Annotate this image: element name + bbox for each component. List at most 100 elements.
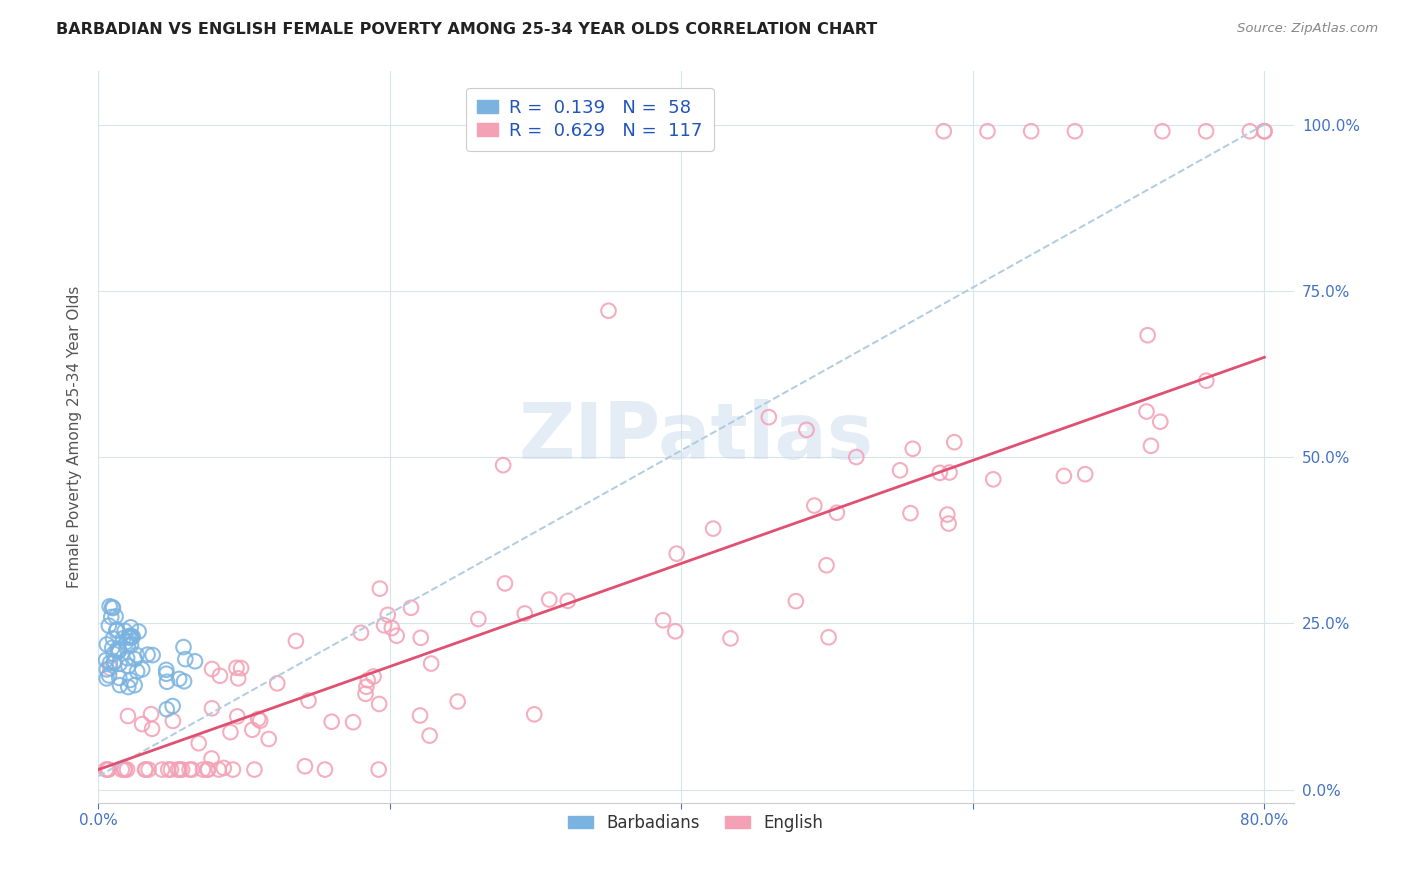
Point [420,657,443,671]
Point [103,655,125,669]
Point [294,759,316,773]
Point [598,303,620,318]
Point [243,763,266,777]
Point [120,631,142,645]
Point [167,763,190,777]
Point [120,638,142,652]
Point [257,732,280,747]
Point [108,678,131,692]
Point [105,623,128,637]
Text: Source: ZipAtlas.com: Source: ZipAtlas.com [1237,22,1378,36]
Point [104,609,127,624]
Point [127,665,149,679]
Point [173,674,195,689]
Point [97,618,120,632]
Point [162,698,184,713]
Point [357,673,380,687]
Point [409,631,432,645]
Point [1253,124,1275,138]
Point [103,647,125,661]
Point [208,669,231,683]
Point [134,763,156,777]
Point [785,594,807,608]
Point [932,124,955,138]
Point [184,654,207,668]
Point [208,763,231,777]
Legend: Barbadians, English: Barbadians, English [562,807,830,838]
Point [98,668,121,682]
Point [108,671,131,685]
Point [131,717,153,731]
Point [249,714,271,728]
Point [538,592,561,607]
Point [174,652,197,666]
Point [101,632,124,646]
Point [114,763,136,777]
Point [117,630,139,644]
Point [201,701,224,715]
Point [373,618,395,632]
Point [399,600,422,615]
Point [1064,124,1087,138]
Point [938,516,960,531]
Point [1149,415,1171,429]
Text: BARBADIAN VS ENGLISH FEMALE POVERTY AMONG 25-34 YEAR OLDS CORRELATION CHART: BARBADIAN VS ENGLISH FEMALE POVERTY AMON… [56,22,877,37]
Point [467,612,489,626]
Point [139,707,162,722]
Point [943,435,966,450]
Point [1140,439,1163,453]
Point [105,624,128,638]
Point [321,714,343,729]
Point [169,763,191,777]
Point [115,651,138,665]
Point [758,410,780,425]
Point [665,547,688,561]
Point [157,763,180,777]
Point [141,722,163,736]
Point [976,124,998,138]
Point [1053,469,1076,483]
Point [124,652,146,666]
Point [94,653,117,667]
Point [350,625,373,640]
Point [1239,124,1261,138]
Point [125,648,148,662]
Point [652,613,675,627]
Point [155,663,177,677]
Point [200,751,222,765]
Point [120,620,142,634]
Point [167,672,190,686]
Point [115,635,138,649]
Point [284,634,307,648]
Point [297,694,319,708]
Point [513,607,536,621]
Point [98,661,121,675]
Point [160,763,183,777]
Point [155,666,177,681]
Point [889,463,911,477]
Point [96,672,118,686]
Point [156,674,179,689]
Point [845,450,868,464]
Point [117,709,139,723]
Point [226,671,249,685]
Point [523,707,546,722]
Point [702,522,724,536]
Point [1253,124,1275,138]
Point [101,600,124,615]
Point [938,466,960,480]
Point [114,624,136,638]
Point [356,680,378,694]
Point [195,763,218,777]
Point [197,763,219,777]
Point [900,506,922,520]
Point [212,761,235,775]
Point [385,629,408,643]
Point [112,763,135,777]
Point [1152,124,1174,138]
Point [936,508,959,522]
Point [97,763,120,777]
Point [201,662,224,676]
Point [131,662,153,676]
Text: ZIPatlas: ZIPatlas [519,399,873,475]
